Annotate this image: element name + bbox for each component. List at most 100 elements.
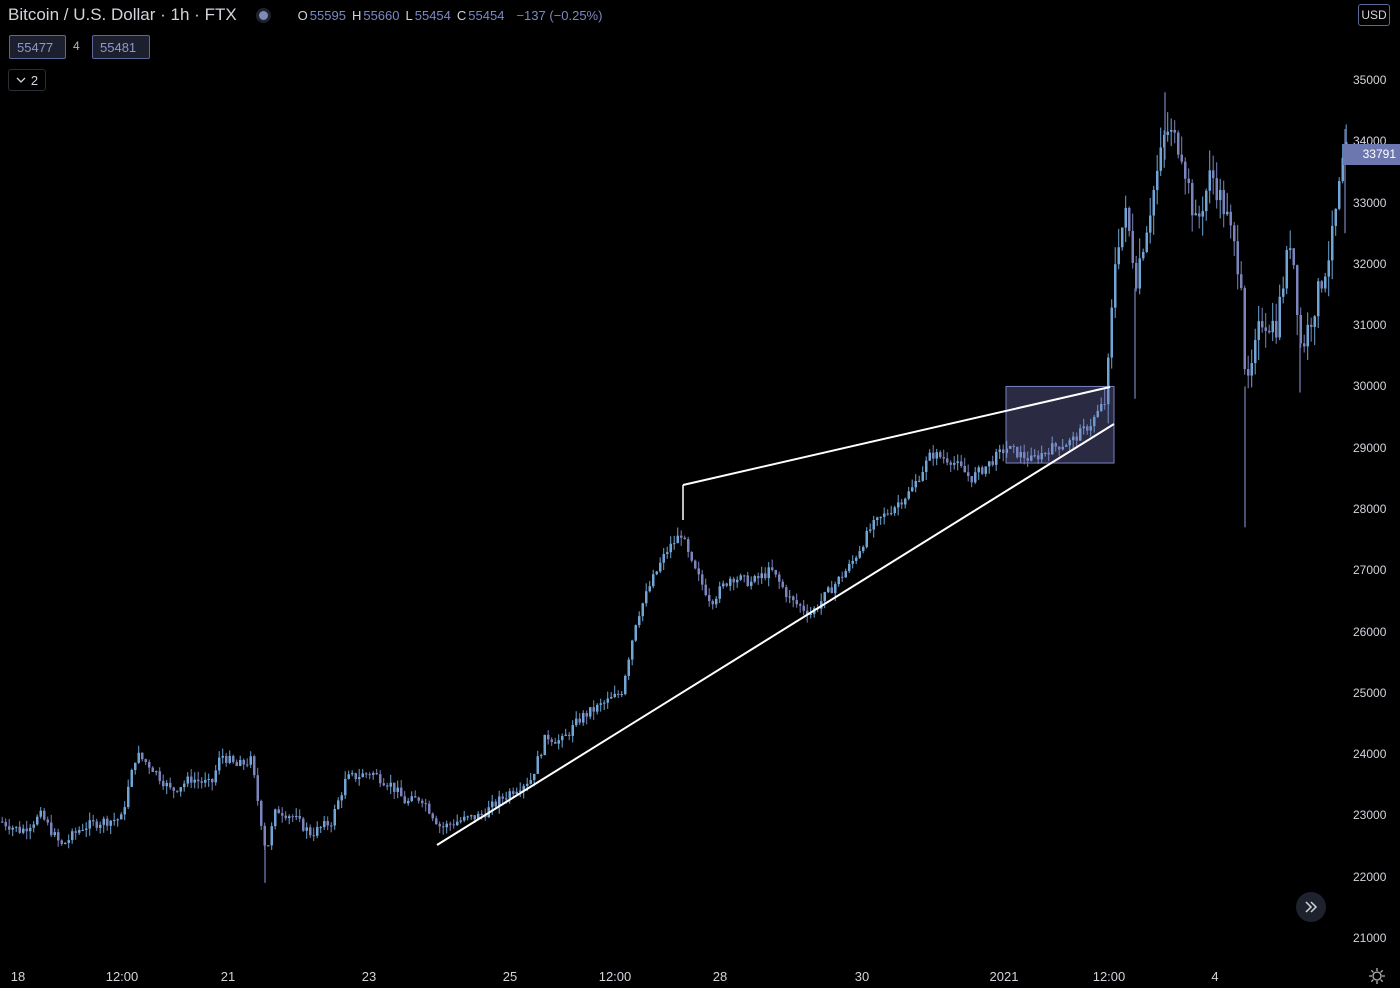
candle-body <box>466 816 469 818</box>
candle-body <box>1012 446 1015 448</box>
candle-body <box>1257 321 1260 340</box>
candle-body <box>1306 324 1309 347</box>
candle-body <box>1002 449 1005 454</box>
candle-body <box>690 551 693 561</box>
candle-body <box>974 472 977 483</box>
candle-body <box>1180 154 1183 162</box>
price-tick-label: 24000 <box>1353 747 1387 762</box>
candle-body <box>36 816 39 825</box>
candle-body <box>564 734 567 736</box>
candle-body <box>694 560 697 569</box>
candle-body <box>879 516 882 518</box>
candle-body <box>1338 181 1341 209</box>
candle-body <box>459 820 462 822</box>
last-price-value: 33791 <box>1362 147 1396 161</box>
scroll-to-realtime-button[interactable] <box>1296 892 1326 922</box>
candle-body <box>1254 339 1257 364</box>
candle-body <box>764 573 767 579</box>
indicators-collapse-button[interactable]: 2 <box>8 69 46 91</box>
candle-body <box>85 828 88 830</box>
candle-body <box>1299 314 1302 344</box>
candle-body <box>1075 436 1078 441</box>
candle-body <box>631 640 634 660</box>
candle-body <box>144 759 147 763</box>
chevron-down-icon <box>16 77 26 83</box>
time-tick-label: 28 <box>712 969 728 984</box>
candle-body <box>858 551 861 558</box>
candle-body <box>673 543 676 545</box>
candle-body <box>1117 247 1120 265</box>
candle-body <box>823 592 826 602</box>
candle-body <box>53 832 56 836</box>
candle-body <box>1128 207 1131 231</box>
candle-body <box>218 757 221 771</box>
candle-body <box>550 739 553 742</box>
candle-body <box>914 481 917 488</box>
candle-body <box>445 823 448 828</box>
candle-body <box>456 821 459 826</box>
candle-body <box>844 571 847 578</box>
candle-body <box>134 762 137 771</box>
candle-body <box>505 798 508 800</box>
candle-body <box>214 770 217 783</box>
candle-body <box>1233 225 1236 242</box>
candle-body <box>865 530 868 548</box>
candle-body <box>330 825 333 827</box>
candle-body <box>270 826 273 846</box>
candle-body <box>1044 452 1047 454</box>
resistance-trendline[interactable] <box>682 386 1111 486</box>
candle-body <box>939 452 942 458</box>
candle-body <box>1331 225 1334 261</box>
time-tick-label: 4 <box>1211 969 1219 984</box>
sell-button[interactable]: 55477 <box>9 35 66 59</box>
candle-body <box>1121 227 1124 248</box>
candle-body <box>750 581 753 586</box>
candle-body <box>529 780 532 784</box>
candle-body <box>704 584 707 596</box>
symbol-title[interactable]: Bitcoin / U.S. Dollar · 1h · FTX <box>8 5 237 25</box>
candle-body <box>22 828 25 833</box>
candles <box>1 92 1348 883</box>
candle-body <box>918 480 921 482</box>
candle-body <box>592 707 595 712</box>
candle-body <box>281 813 284 816</box>
candle-body <box>1040 453 1043 460</box>
buy-button[interactable]: 55481 <box>92 35 150 59</box>
high-value: 55660 <box>363 7 400 23</box>
candle-body <box>827 587 830 593</box>
candle-body <box>1086 426 1089 431</box>
candle-body <box>372 773 375 775</box>
open-value: 55595 <box>309 7 346 23</box>
candle-body <box>435 818 438 825</box>
settings-gear-icon[interactable] <box>1368 967 1386 985</box>
candle-body <box>260 800 263 826</box>
candle-body <box>921 471 924 481</box>
candle-body <box>1082 426 1085 429</box>
candle-body <box>669 543 672 553</box>
candle-body <box>883 513 886 517</box>
candle-body <box>963 465 966 473</box>
candle-body <box>753 576 756 582</box>
candle-body <box>354 773 357 779</box>
candle-body <box>494 801 497 807</box>
time-tick-label: 21 <box>220 969 236 984</box>
candle-body <box>389 782 392 787</box>
candle-body <box>253 756 256 776</box>
candle-body <box>582 713 585 723</box>
time-tick-label: 12:00 <box>1092 969 1126 984</box>
separator-1: · <box>160 5 171 24</box>
candle-body <box>540 755 543 757</box>
separator-2: · <box>194 5 205 24</box>
candle-body <box>862 547 865 552</box>
candle-body <box>1243 288 1246 370</box>
interval-label: 1h <box>170 5 190 24</box>
currency-button[interactable]: USD <box>1358 4 1390 26</box>
support-trendline[interactable] <box>436 423 1115 846</box>
candle-body <box>771 567 774 570</box>
candle-body <box>606 698 609 703</box>
candle-body <box>1285 250 1288 289</box>
candle-body <box>897 502 900 508</box>
candle-body <box>1191 183 1194 216</box>
candle-body <box>662 553 665 563</box>
